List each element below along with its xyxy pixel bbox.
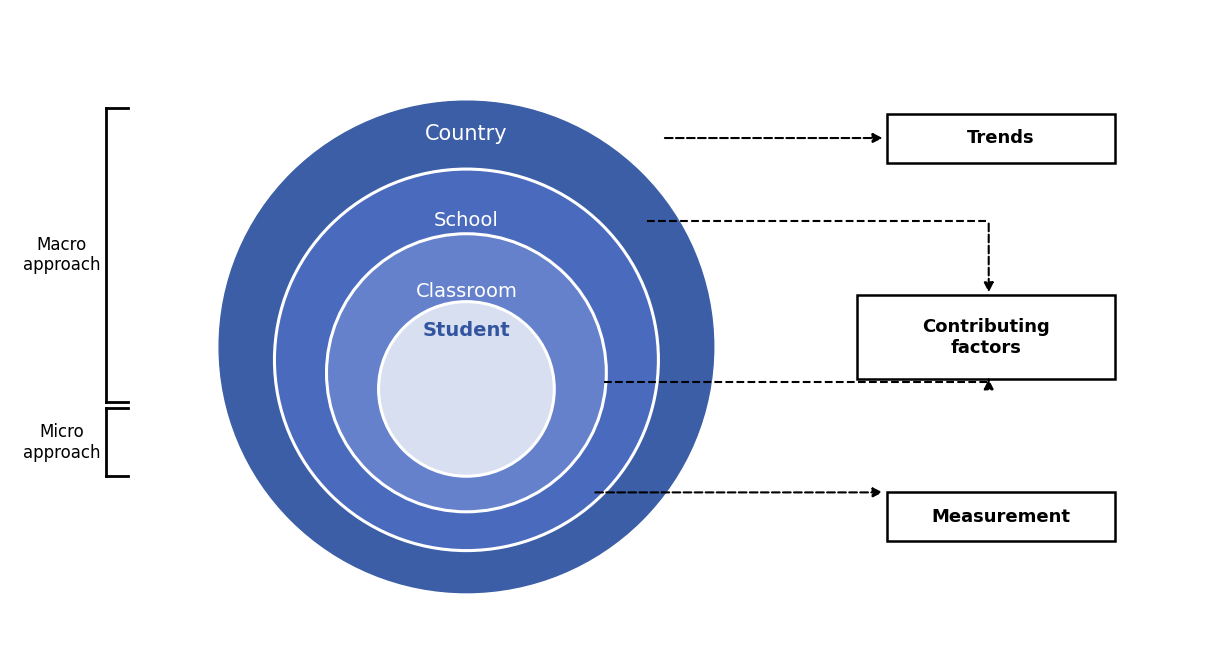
Ellipse shape [378, 302, 554, 476]
Ellipse shape [326, 234, 607, 512]
Ellipse shape [219, 101, 713, 593]
FancyBboxPatch shape [886, 114, 1115, 162]
Text: Micro
approach: Micro approach [23, 423, 100, 462]
Ellipse shape [274, 169, 659, 551]
Text: Classroom: Classroom [416, 282, 517, 301]
FancyBboxPatch shape [857, 295, 1115, 379]
Text: Measurement: Measurement [931, 508, 1070, 526]
Text: Country: Country [426, 124, 508, 143]
Text: Contributing
factors: Contributing factors [921, 318, 1049, 356]
Text: Macro
approach: Macro approach [23, 236, 100, 274]
Text: Student: Student [423, 321, 510, 340]
FancyBboxPatch shape [886, 493, 1115, 541]
Text: School: School [434, 212, 499, 231]
Text: Trends: Trends [967, 129, 1035, 147]
